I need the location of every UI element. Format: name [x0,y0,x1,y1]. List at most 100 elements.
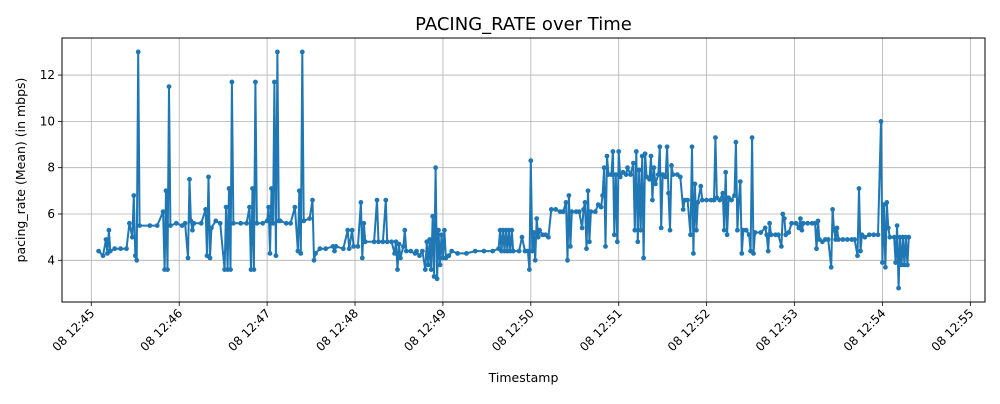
data-point [213,218,219,224]
data-point [273,253,279,259]
data-point [288,220,293,226]
data-point [723,169,729,175]
data-point [582,200,588,205]
data-point [698,183,704,189]
ticks: 4 6 8 10 12 08 12:45 08 12:46 08 12:47 08 12:48 0… [40,68,977,354]
data-point [862,234,868,240]
data-point [611,232,617,238]
data-point [376,239,381,245]
data-point [894,223,900,229]
data-point [576,209,582,215]
data-point [358,200,364,205]
data-point [844,237,850,242]
data-point [749,135,755,141]
data-point [118,246,123,252]
data-point [436,227,441,233]
data-point [147,223,153,229]
data-point [729,197,734,203]
data-point [228,267,233,272]
data-point [569,209,575,215]
data-point [260,220,266,226]
data-point [207,255,213,261]
data-point [135,49,141,55]
data-point [422,267,428,272]
data-point [182,220,188,226]
data-point [815,218,821,224]
data-point [789,220,794,226]
data-point [692,181,698,187]
data-point [428,267,434,272]
data-point [616,149,622,154]
chart-title: PACING_RATE over Time [415,14,632,35]
data-point [389,239,394,245]
data-point [427,237,433,242]
data-point [351,244,356,249]
data-point [655,172,661,178]
data-point [587,239,592,245]
data-point [588,209,594,215]
data-point [403,248,409,254]
data-point [565,257,570,263]
data-point [875,232,881,238]
data-point [247,204,252,210]
x-tick-label: 08 12:47 [225,306,273,354]
data-point [417,253,422,259]
data-point [664,144,670,150]
data-point [244,220,250,226]
data-point [553,207,559,212]
data-point [699,197,705,203]
data-point [266,204,271,210]
data-point [563,200,569,205]
data-point [414,248,419,254]
data-point [834,225,840,231]
y-tick-label: 12 [40,68,55,82]
data-point [638,227,644,233]
data-point [694,227,699,233]
data-point [251,267,257,272]
data-point [132,253,138,259]
data-point [855,253,860,259]
data-point [103,237,109,242]
data-point [623,172,629,178]
data-point [733,139,739,145]
data-point [905,262,910,268]
data-point [173,220,179,226]
data-point [185,255,191,261]
data-point [349,227,355,233]
data-point [737,179,743,185]
data-point [680,207,686,212]
data-point [332,248,337,254]
data-point [528,158,534,164]
data-point [598,204,604,210]
data-point [625,165,630,171]
y-tick-label: 10 [40,114,55,128]
data-point [206,174,211,180]
data-point [126,220,132,226]
data-point [663,174,668,180]
data-point [250,186,255,191]
data-point [168,223,173,229]
data-point [340,246,346,252]
data-point [548,207,554,212]
data-point [798,216,803,222]
data-point [509,227,515,233]
data-point [134,257,140,263]
data-point [310,197,315,203]
data-point [510,248,516,254]
data-point [613,172,619,178]
data-point [830,207,835,212]
x-axis-label: Timestamp [488,370,559,385]
data-point [746,232,752,238]
series-layer [96,49,912,291]
data-point [433,165,438,171]
data-point [301,218,307,224]
x-tick-label: 08 12:50 [489,306,537,354]
data-point [658,225,664,231]
x-tick-label: 08 12:55 [929,306,977,354]
data-point [617,174,623,180]
data-point [650,197,655,203]
data-point [628,172,633,178]
data-point [537,227,542,233]
data-point [793,220,799,226]
data-point [780,211,786,217]
